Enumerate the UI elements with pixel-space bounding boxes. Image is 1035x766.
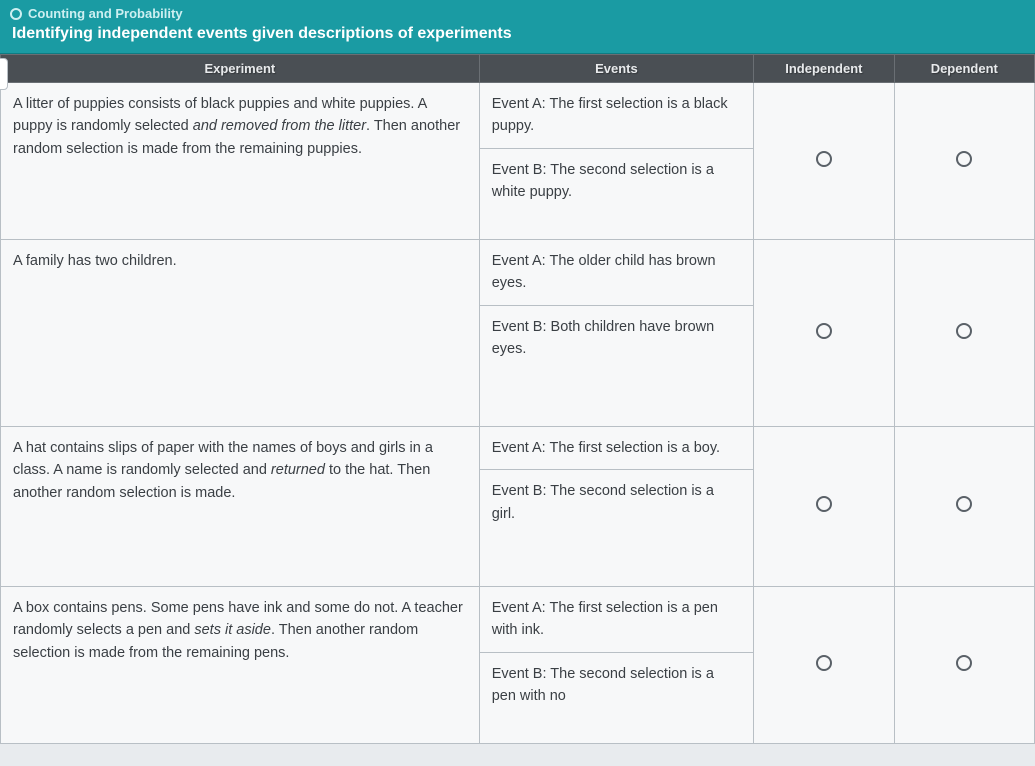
breadcrumb: Counting and Probability [10, 6, 1025, 21]
radio-dependent[interactable] [956, 323, 972, 339]
radio-independent[interactable] [816, 151, 832, 167]
events-cell: Event A: The first selection is a black … [479, 83, 753, 240]
experiment-cell: A box contains pens. Some pens have ink … [1, 586, 480, 743]
experiment-cell: A hat contains slips of paper with the n… [1, 426, 480, 586]
experiments-table-wrap: Experiment Events Independent Dependent … [0, 54, 1035, 744]
table-row: A box contains pens. Some pens have ink … [1, 586, 1035, 743]
event-a: Event A: The first selection is a black … [480, 83, 753, 149]
dependent-cell [894, 239, 1034, 426]
event-a: Event A: The older child has brown eyes. [480, 240, 753, 306]
table-row: A family has two children. Event A: The … [1, 239, 1035, 426]
table-header-row: Experiment Events Independent Dependent [1, 55, 1035, 83]
col-independent: Independent [754, 55, 894, 83]
event-b: Event B: Both children have brown eyes. [480, 306, 753, 426]
radio-dependent[interactable] [956, 151, 972, 167]
dependent-cell [894, 586, 1034, 743]
col-experiment: Experiment [1, 55, 480, 83]
radio-independent[interactable] [816, 323, 832, 339]
col-events: Events [479, 55, 753, 83]
experiment-cell: A family has two children. [1, 239, 480, 426]
event-b: Event B: The second selection is a pen w… [480, 653, 753, 743]
events-cell: Event A: The first selection is a boy. E… [479, 426, 753, 586]
page-title: Identifying independent events given des… [10, 25, 1025, 43]
independent-cell [754, 426, 894, 586]
table-row: A litter of puppies consists of black pu… [1, 83, 1035, 240]
events-cell: Event A: The first selection is a pen wi… [479, 586, 753, 743]
col-dependent: Dependent [894, 55, 1034, 83]
independent-cell [754, 586, 894, 743]
events-cell: Event A: The older child has brown eyes.… [479, 239, 753, 426]
radio-dependent[interactable] [956, 496, 972, 512]
experiment-cell: A litter of puppies consists of black pu… [1, 83, 480, 240]
radio-independent[interactable] [816, 655, 832, 671]
radio-dependent[interactable] [956, 655, 972, 671]
independent-cell [754, 239, 894, 426]
dependent-cell [894, 83, 1034, 240]
table-row: A hat contains slips of paper with the n… [1, 426, 1035, 586]
dependent-cell [894, 426, 1034, 586]
event-b: Event B: The second selection is a girl. [480, 470, 753, 580]
independent-cell [754, 83, 894, 240]
page-header: Counting and Probability Identifying ind… [0, 0, 1035, 54]
event-a: Event A: The first selection is a pen wi… [480, 587, 753, 653]
radio-independent[interactable] [816, 496, 832, 512]
event-a: Event A: The first selection is a boy. [480, 427, 753, 470]
breadcrumb-text: Counting and Probability [28, 6, 183, 21]
breadcrumb-icon [10, 8, 22, 20]
side-tab [0, 58, 8, 90]
event-b: Event B: The second selection is a white… [480, 149, 753, 239]
experiments-table: Experiment Events Independent Dependent … [0, 54, 1035, 744]
